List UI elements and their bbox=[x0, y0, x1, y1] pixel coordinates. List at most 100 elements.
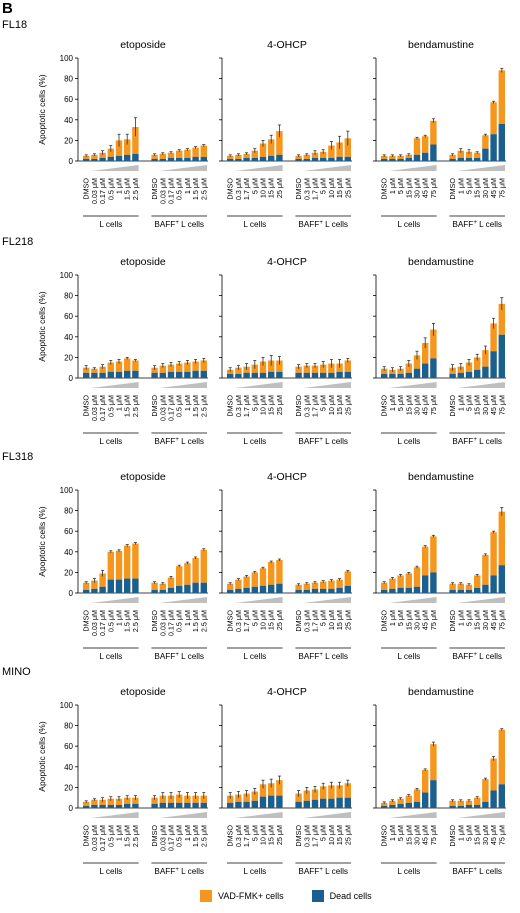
dose-label: 1.7 μM bbox=[242, 178, 251, 200]
bar-vad bbox=[184, 563, 191, 585]
bar-dead bbox=[328, 588, 335, 593]
bar-vad bbox=[107, 551, 114, 580]
dose-label: DMSO bbox=[294, 178, 303, 200]
bar-vad bbox=[184, 362, 191, 372]
bar-vad bbox=[303, 365, 310, 373]
dose-label: 1 μM bbox=[388, 178, 397, 194]
bar-dead bbox=[235, 373, 242, 378]
bar-vad bbox=[328, 580, 335, 589]
bar-dead bbox=[91, 372, 98, 378]
dose-label: 1 μM bbox=[456, 178, 465, 194]
dose-wedge bbox=[159, 165, 207, 171]
dose-label: 10 μM bbox=[259, 395, 268, 415]
group-label: BAFF+ L cells bbox=[452, 652, 502, 661]
drug-title: bendamustine bbox=[408, 39, 474, 51]
dose-label: 0.17 μM bbox=[98, 395, 107, 421]
bar-dead bbox=[457, 157, 464, 161]
dose-label: 45 μM bbox=[489, 395, 498, 415]
dose-label: DMSO bbox=[380, 610, 389, 632]
dose-wedge bbox=[457, 812, 505, 818]
bar-vad bbox=[381, 155, 388, 159]
bar-vad bbox=[192, 147, 199, 157]
bar-dead bbox=[235, 158, 242, 161]
bar-dead bbox=[200, 370, 207, 378]
bar-dead bbox=[311, 588, 319, 593]
bar-vad bbox=[151, 367, 158, 373]
dose-wedge bbox=[91, 597, 139, 603]
dose-label: 0.3 μM bbox=[302, 610, 311, 632]
bar-dead bbox=[413, 801, 421, 808]
bar-dead bbox=[200, 156, 207, 161]
bar-dead bbox=[192, 802, 199, 808]
bar-vad bbox=[259, 784, 267, 797]
bar-vad bbox=[344, 783, 351, 798]
dose-wedge bbox=[235, 165, 283, 171]
dose-label: 30 μM bbox=[481, 395, 490, 415]
bar-dead bbox=[344, 585, 351, 593]
bar-dead bbox=[381, 158, 388, 161]
bar-vad bbox=[381, 582, 388, 590]
dose-label: DMSO bbox=[380, 395, 389, 417]
bar-dead bbox=[107, 156, 114, 161]
dose-label: 45 μM bbox=[489, 825, 498, 845]
bar-dead bbox=[227, 373, 234, 378]
bar-dead bbox=[251, 800, 258, 808]
drug-title: etoposide bbox=[120, 686, 166, 698]
bar-vad bbox=[389, 800, 396, 805]
bar-vad bbox=[167, 152, 175, 158]
dose-label: 30 μM bbox=[413, 610, 422, 630]
bar-vad bbox=[259, 143, 267, 157]
dose-label: 2.5 μM bbox=[131, 610, 140, 632]
dose-label: 25 μM bbox=[275, 395, 284, 415]
bar-vad bbox=[344, 360, 351, 372]
dose-label: 45 μM bbox=[489, 610, 498, 630]
bar-dead bbox=[151, 372, 158, 378]
dose-wedge bbox=[303, 165, 351, 171]
bar-vad bbox=[422, 342, 429, 364]
group-label: L cells bbox=[397, 437, 420, 446]
dose-label: 10 μM bbox=[259, 610, 268, 630]
dose-wedge bbox=[389, 597, 437, 603]
bar-dead bbox=[344, 371, 351, 378]
dose-wedge bbox=[303, 812, 351, 818]
dose-label: 25 μM bbox=[343, 610, 352, 630]
bar-vad bbox=[200, 795, 207, 803]
dose-label: 5 μM bbox=[319, 178, 328, 194]
bar-vad bbox=[397, 575, 404, 588]
subplot-etoposide: etoposide 0 20 40 60 80 100 Apoptotic cells (%)… bbox=[37, 471, 208, 661]
bar-dead bbox=[344, 156, 351, 161]
bar-vad bbox=[413, 138, 421, 155]
y-tick-label: 40 bbox=[64, 763, 73, 772]
dose-label: 25 μM bbox=[275, 610, 284, 630]
group-label: L cells bbox=[397, 220, 420, 229]
bar-dead bbox=[482, 148, 489, 161]
y-tick-label: 60 bbox=[64, 742, 73, 751]
bar-vad bbox=[115, 361, 123, 372]
dose-label: 0.17 μM bbox=[167, 610, 176, 636]
dose-label: DMSO bbox=[448, 178, 457, 200]
subplot-etoposide: etoposide 0 20 40 60 80 100 Apoptotic cells (%)… bbox=[37, 256, 208, 446]
bar-vad bbox=[91, 580, 98, 589]
bar-vad bbox=[303, 154, 310, 159]
bar-dead bbox=[176, 157, 183, 161]
drug-title: 4-OHCP bbox=[267, 39, 307, 51]
y-tick-label: 60 bbox=[64, 95, 73, 104]
bar-vad bbox=[422, 136, 429, 153]
bar-vad bbox=[276, 560, 283, 584]
y-tick-label: 40 bbox=[64, 548, 73, 557]
dose-label: 75 μM bbox=[497, 825, 506, 845]
bar-dead bbox=[303, 589, 310, 593]
group-label: BAFF+ L cells bbox=[298, 437, 348, 446]
dose-label: 45 μM bbox=[421, 825, 430, 845]
bar-dead bbox=[167, 371, 175, 378]
legend-dead-label: Dead cells bbox=[329, 891, 372, 901]
bar-dead bbox=[184, 584, 191, 593]
bar-vad bbox=[430, 744, 437, 781]
bar-dead bbox=[192, 582, 199, 593]
dose-label: 0.17 μM bbox=[167, 178, 176, 204]
dose-label: 10 μM bbox=[327, 178, 336, 198]
bar-dead bbox=[405, 372, 412, 378]
dose-label: 5 μM bbox=[396, 178, 405, 194]
